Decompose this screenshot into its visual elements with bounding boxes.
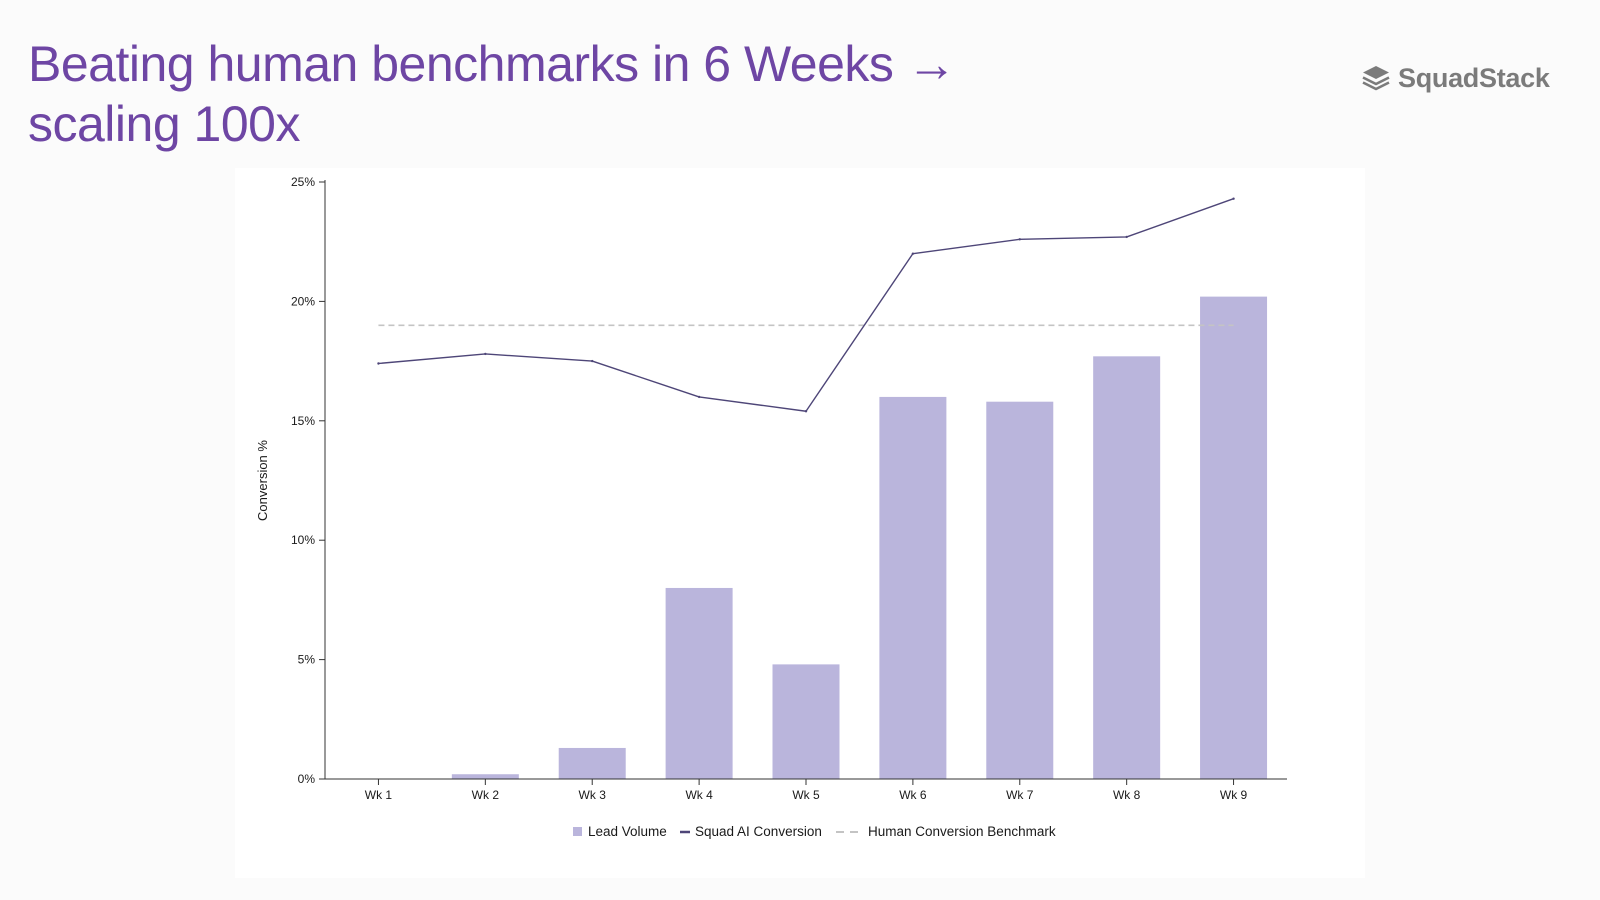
combo-chart: 0% 5% 10% 15% 20% 25% Wk 1 Wk 2 Wk 3 Wk 4 Wk 5 Wk 6…	[255, 175, 1287, 839]
bar-6[interactable]	[879, 396, 947, 779]
x-tick-label: Wk 4	[685, 788, 713, 802]
bar-5[interactable]	[772, 664, 840, 779]
conversion-point-4	[697, 395, 701, 399]
legend-conversion-label: Squad AI Conversion	[695, 824, 822, 839]
bar-2[interactable]	[451, 774, 519, 779]
x-tick-label: Wk 8	[1113, 788, 1141, 802]
slide-title: Beating human benchmarks in 6 Weeks → sc…	[28, 34, 1008, 154]
y-axis-title: Conversion %	[255, 440, 270, 521]
stacked-layers-icon	[1362, 66, 1390, 91]
conversion-point-1	[377, 362, 380, 365]
x-tick-label: Wk 2	[472, 788, 500, 802]
bar-3[interactable]	[558, 747, 626, 779]
legend-lead-volume-label: Lead Volume	[588, 824, 667, 839]
slide-title-line-1: Beating human benchmarks in 6 Weeks →	[28, 36, 957, 92]
y-tick-label: 5%	[298, 653, 316, 667]
conversion-point-3	[591, 359, 594, 363]
conversion-point-5	[804, 410, 808, 413]
legend-lead-volume-swatch	[573, 827, 582, 836]
y-tick-label: 25%	[291, 175, 315, 189]
company-logo: SquadStack	[1360, 62, 1550, 94]
x-tick-label: Wk 6	[899, 788, 927, 802]
x-tick-label: Wk 3	[579, 788, 607, 802]
conversion-point-9	[1232, 197, 1235, 200]
x-tick-label: Wk 7	[1006, 788, 1034, 802]
slide-title-line-2: scaling 100x	[28, 96, 300, 152]
bar-4[interactable]	[665, 587, 733, 779]
conversion-point-7	[1018, 238, 1021, 241]
y-tick-label: 10%	[291, 533, 315, 547]
y-tick-label: 0%	[298, 772, 316, 786]
y-tick-label: 20%	[291, 294, 315, 308]
conversion-point-2	[484, 352, 487, 356]
conversion-point-6	[911, 252, 915, 255]
x-tick-label: Wk 5	[792, 788, 820, 802]
bar-9[interactable]	[1200, 296, 1268, 779]
x-tick-label: Wk 1	[365, 788, 393, 802]
bar-8[interactable]	[1093, 356, 1161, 779]
x-tick-label: Wk 9	[1220, 788, 1248, 802]
chart-card: 0% 5% 10% 15% 20% 25% Wk 1 Wk 2 Wk 3 Wk 4 Wk 5 Wk 6…	[235, 168, 1365, 878]
legend-benchmark-label: Human Conversion Benchmark	[868, 824, 1056, 839]
logo-text: SquadStack	[1398, 62, 1550, 93]
y-tick-label: 15%	[291, 414, 315, 428]
conversion-point-8	[1125, 235, 1128, 239]
bar-7[interactable]	[986, 401, 1054, 779]
